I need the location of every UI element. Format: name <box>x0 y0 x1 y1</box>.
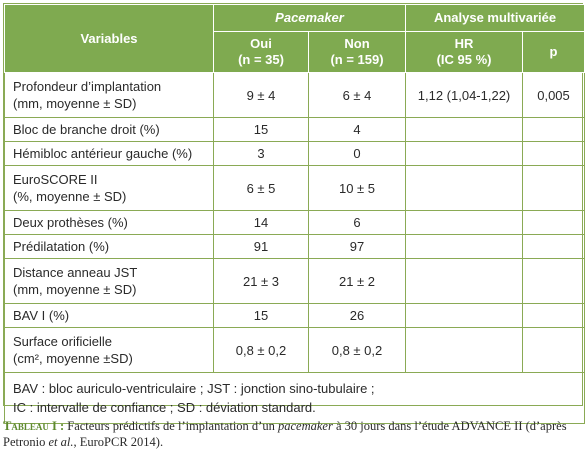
table-row: Profondeur d’implantation (mm, moyenne ± … <box>4 72 586 118</box>
cell-non: 21 ± 2 <box>307 258 407 304</box>
cell-p <box>522 210 586 235</box>
cell-p <box>522 234 586 259</box>
cell-oui: 15 <box>213 303 309 328</box>
table-legend-row: BAV : bloc auriculo-ventriculaire ; JST … <box>3 372 586 424</box>
table-row: BAV I (%) 15 26 <box>4 303 586 328</box>
caption-text: Facteurs prédictifs de l’implantation d’… <box>64 419 278 433</box>
cell-oui: 91 <box>213 234 309 259</box>
cell-oui: 3 <box>213 141 309 166</box>
row-label-unit: (mm, moyenne ± SD) <box>13 282 137 297</box>
header-hr-ci: (IC 95 %) <box>436 52 492 67</box>
legend-line: BAV : bloc auriculo-ventriculaire ; JST … <box>13 381 375 396</box>
row-label: Profondeur d’implantation (mm, moyenne ± … <box>4 72 214 118</box>
table-row: Distance anneau JST (mm, moyenne ± SD) 21… <box>4 258 586 304</box>
header-group-analyse: Analyse multivariée <box>405 4 586 32</box>
cell-oui: 15 <box>213 117 309 142</box>
cell-hr <box>405 303 524 328</box>
header-p: p <box>522 31 586 73</box>
cell-non: 0,8 ± 0,2 <box>307 327 407 373</box>
table-row: Surface orificielle (cm², moyenne ±SD) 0,… <box>4 327 586 373</box>
cell-p <box>522 258 586 304</box>
cell-oui: 6 ± 5 <box>213 165 309 211</box>
cell-p <box>522 303 586 328</box>
cell-p <box>522 141 586 166</box>
cell-non: 6 <box>307 210 407 235</box>
row-label: Hémibloc antérieur gauche (%) <box>4 141 214 166</box>
header-oui-label: Oui <box>250 36 272 51</box>
cell-oui: 14 <box>213 210 309 235</box>
header-group-pacemaker: Pacemaker <box>212 4 407 32</box>
cell-oui: 21 ± 3 <box>213 258 309 304</box>
cell-hr <box>405 258 524 304</box>
caption-pacemaker: pacemaker <box>277 419 333 433</box>
cell-p <box>522 327 586 373</box>
cell-hr <box>405 117 524 142</box>
row-label: Distance anneau JST (mm, moyenne ± SD) <box>4 258 214 304</box>
row-label: Surface orificielle (cm², moyenne ±SD) <box>4 327 214 373</box>
results-table-container: Variables Pacemaker Analyse multivariée … <box>3 3 586 424</box>
cell-non: 0 <box>307 141 407 166</box>
table-row: EuroSCORE II (%, moyenne ± SD) 6 ± 5 10 ±… <box>4 165 586 211</box>
table-row: Bloc de branche droit (%) 15 4 <box>4 117 586 142</box>
table-legend: BAV : bloc auriculo-ventriculaire ; JST … <box>3 372 586 424</box>
row-label-unit: (mm, moyenne ± SD) <box>13 96 137 111</box>
row-label-unit: (%, moyenne ± SD) <box>13 189 127 204</box>
row-label-line: EuroSCORE II <box>13 172 98 187</box>
cell-hr <box>405 165 524 211</box>
table-row: Hémibloc antérieur gauche (%) 3 0 <box>4 141 586 166</box>
header-pacemaker-text: Pacemaker <box>275 10 344 25</box>
predictors-table: Variables Pacemaker Analyse multivariée … <box>3 4 586 424</box>
cell-p <box>522 165 586 211</box>
cell-p <box>522 117 586 142</box>
header-oui: Oui (n = 35) <box>213 31 309 73</box>
table-row: Deux prothèses (%) 14 6 <box>4 210 586 235</box>
row-label-unit: (cm², moyenne ±SD) <box>13 351 133 366</box>
row-label: BAV I (%) <box>4 303 214 328</box>
row-label: Bloc de branche droit (%) <box>4 117 214 142</box>
header-non-label: Non <box>344 36 370 51</box>
table-row: Prédilatation (%) 91 97 <box>4 234 586 259</box>
table-body: Profondeur d’implantation (mm, moyenne ± … <box>3 72 586 424</box>
row-label-line: Surface orificielle <box>13 334 112 349</box>
caption-et-al: et al. <box>48 435 74 449</box>
caption-text: , EuroPCR 2014). <box>73 435 164 449</box>
header-non-n: (n = 159) <box>330 52 384 67</box>
cell-non: 4 <box>307 117 407 142</box>
cell-hr: 1,12 (1,04-1,22) <box>405 72 524 118</box>
header-hr: HR (IC 95 %) <box>405 31 524 73</box>
cell-non: 26 <box>307 303 407 328</box>
row-label: Prédilatation (%) <box>4 234 214 259</box>
row-label-line: Profondeur d’implantation <box>13 79 162 94</box>
cell-non: 97 <box>307 234 407 259</box>
row-label: Deux prothèses (%) <box>4 210 214 235</box>
header-oui-n: (n = 35) <box>238 52 284 67</box>
row-label-line: Distance anneau JST <box>13 265 138 280</box>
row-label: EuroSCORE II (%, moyenne ± SD) <box>4 165 214 211</box>
cell-oui: 9 ± 4 <box>213 72 309 118</box>
table-header: Variables Pacemaker Analyse multivariée … <box>4 4 586 73</box>
cell-non: 10 ± 5 <box>307 165 407 211</box>
cell-non: 6 ± 4 <box>307 72 407 118</box>
header-non: Non (n = 159) <box>307 31 407 73</box>
cell-hr <box>405 234 524 259</box>
cell-oui: 0,8 ± 0,2 <box>213 327 309 373</box>
cell-hr <box>405 141 524 166</box>
cell-hr <box>405 210 524 235</box>
caption-text: à 30 jours dans l’étude ADVANCE II (d’ap… <box>3 419 567 449</box>
table-caption: Tableau I : Facteurs prédictifs de l’imp… <box>3 418 585 450</box>
header-hr-label: HR <box>454 36 474 51</box>
legend-line: IC : intervalle de confiance ; SD : dévi… <box>13 400 316 415</box>
cell-p: 0,005 <box>522 72 586 118</box>
caption-label: Tableau I : <box>3 419 65 433</box>
cell-hr <box>405 327 524 373</box>
header-variables: Variables <box>4 4 214 73</box>
